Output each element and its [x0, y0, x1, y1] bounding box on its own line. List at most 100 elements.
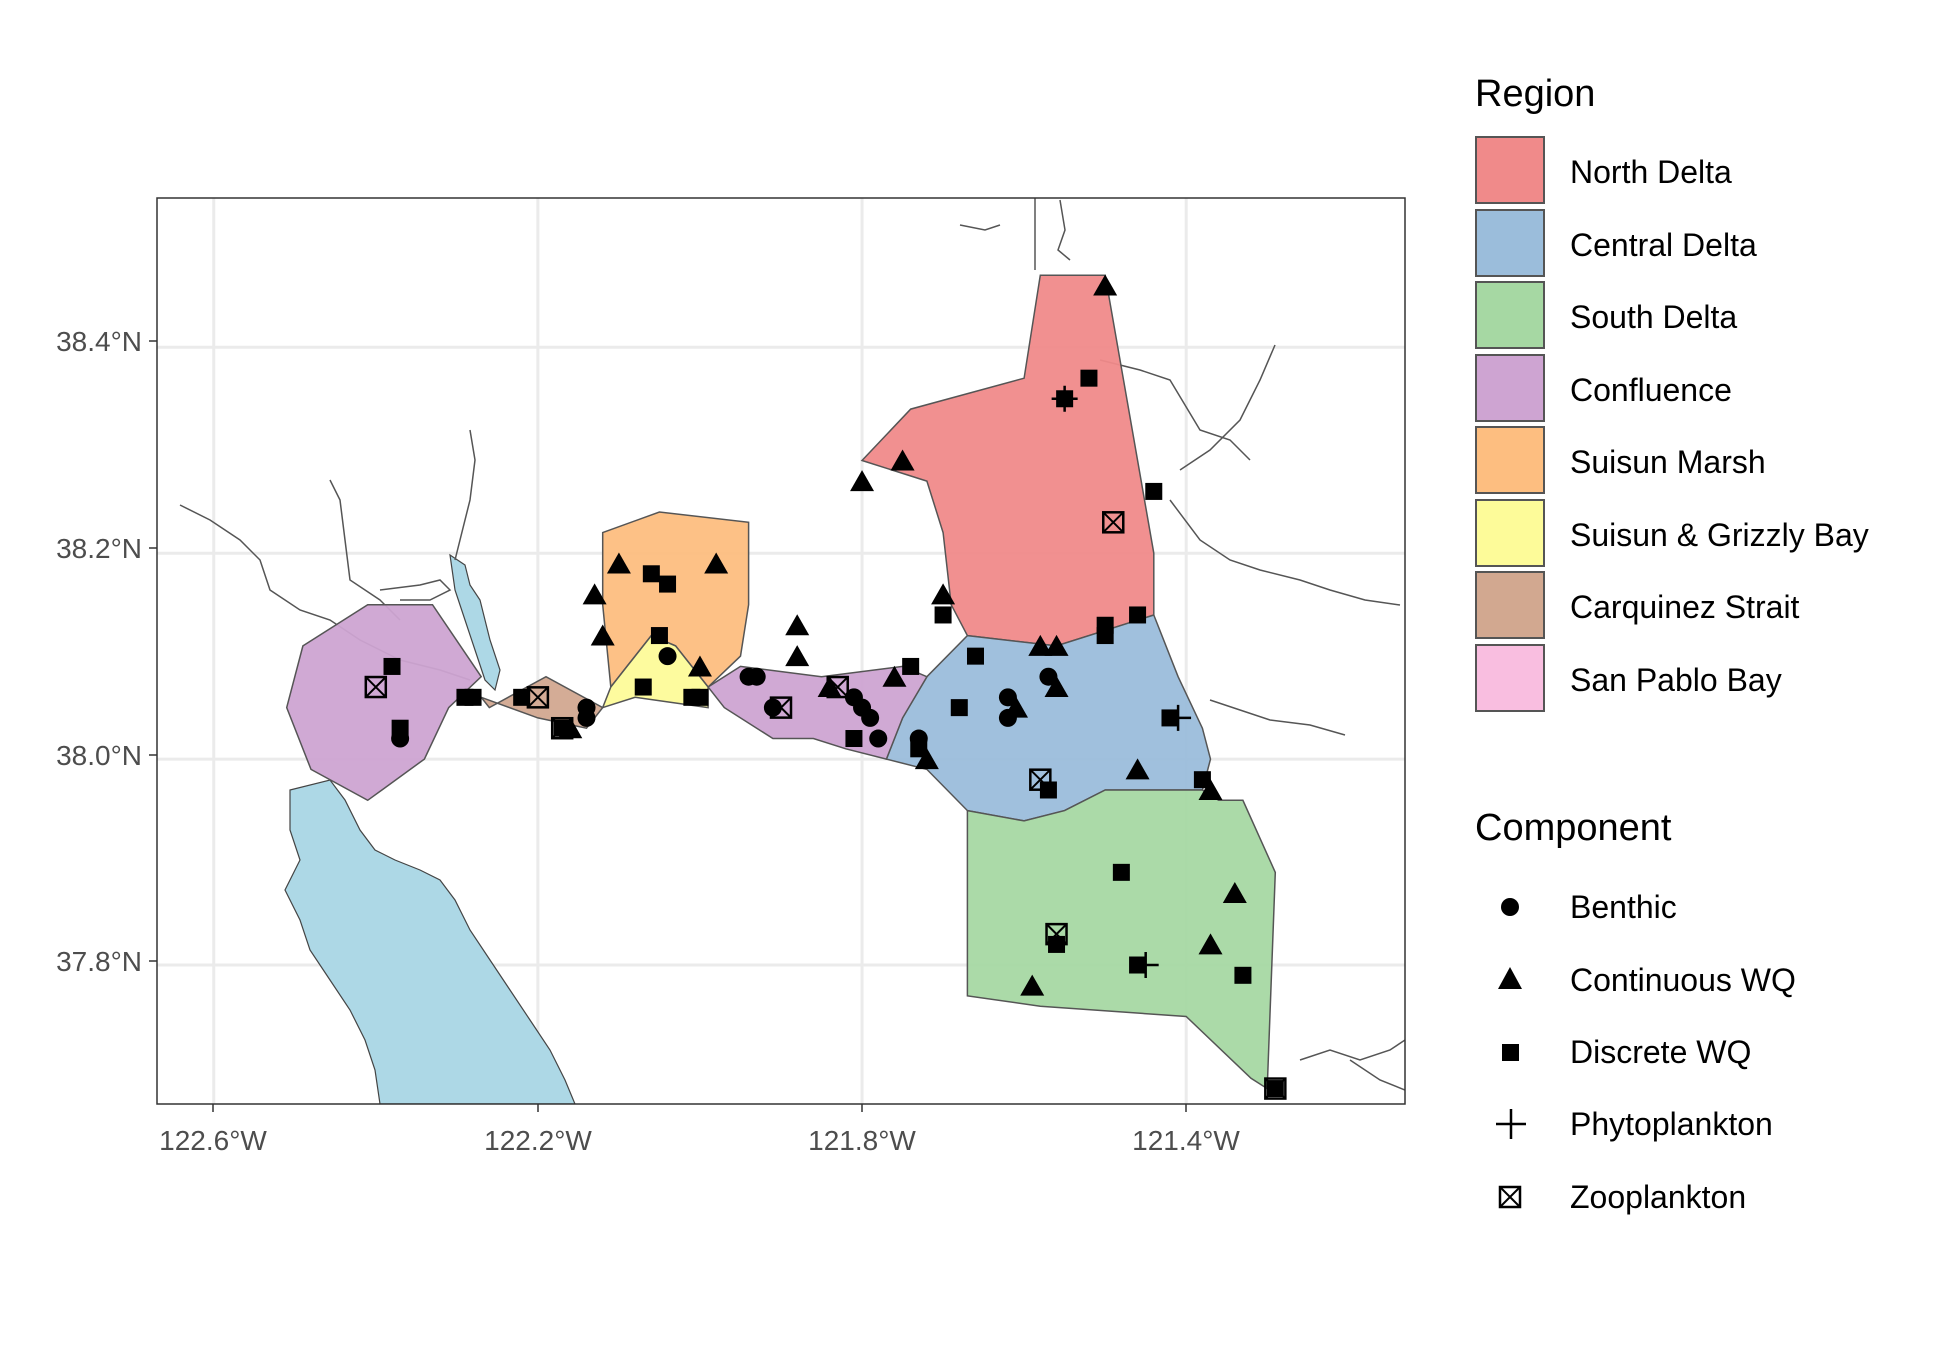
station-continuous-wq — [785, 645, 810, 667]
y-axis: 38.4°N 38.2°N 38.0°N 37.8°N — [56, 326, 157, 977]
legend-item-suisun-grizzly-bay: Suisun & Grizzly Bay — [1475, 499, 1869, 567]
legend-label: Discrete WQ — [1570, 1034, 1751, 1070]
legend-label: North Delta — [1570, 154, 1732, 190]
station-continuous-wq — [1020, 974, 1045, 996]
legend-label: Zooplankton — [1570, 1179, 1746, 1215]
station-discrete-wq — [1048, 935, 1066, 953]
station-discrete-wq — [1112, 863, 1130, 881]
station-discrete-wq — [902, 657, 920, 675]
region-legend: Region North Delta Central Delta South D… — [1475, 73, 1869, 712]
station-phytoplankton — [1051, 385, 1078, 412]
station-continuous-wq — [1198, 933, 1223, 955]
station-discrete-wq — [464, 688, 482, 706]
station-discrete-wq — [1145, 482, 1163, 500]
station-continuous-wq — [1198, 778, 1223, 800]
legend-swatch — [1475, 499, 1545, 567]
legend-item-phytoplankton: Phytoplankton — [1496, 1106, 1773, 1142]
legend-label: Suisun Marsh — [1570, 444, 1766, 480]
legend-item-south-delta: South Delta — [1475, 281, 1737, 349]
bay-water — [284, 779, 576, 1104]
legend-swatch — [1475, 426, 1545, 494]
legend-label: Suisun & Grizzly Bay — [1570, 517, 1869, 553]
region-confluence-west — [285, 603, 483, 802]
legend-label: South Delta — [1570, 299, 1737, 335]
station-markers — [364, 274, 1287, 1100]
station-discrete-wq — [1234, 966, 1252, 984]
station-discrete-wq — [910, 740, 928, 758]
station-benthic — [998, 708, 1017, 727]
legend-swatch — [1475, 644, 1545, 712]
station-discrete-wq — [1039, 781, 1057, 799]
station-zooplankton — [364, 675, 388, 699]
station-discrete-wq — [642, 565, 660, 583]
map-panel — [156, 197, 1406, 1105]
triangle-icon — [1498, 967, 1522, 989]
legend-item-suisun-marsh: Suisun Marsh — [1475, 426, 1766, 494]
legend-label: Confluence — [1570, 372, 1732, 408]
station-benthic — [861, 708, 880, 727]
station-benthic — [1039, 667, 1058, 686]
legend-swatch — [1475, 354, 1545, 422]
legend-swatch — [1475, 136, 1545, 204]
region-suisun-grizzly-bay — [601, 634, 709, 709]
station-continuous-wq — [558, 717, 583, 739]
y-tick-label: 38.4°N — [56, 326, 142, 357]
station-continuous-wq — [1093, 274, 1118, 296]
legend-item-north-delta: North Delta — [1475, 136, 1732, 204]
station-continuous-wq — [687, 655, 712, 677]
station-continuous-wq — [914, 748, 939, 770]
station-continuous-wq — [582, 583, 607, 605]
legend-label: Carquinez Strait — [1570, 589, 1800, 625]
station-discrete-wq — [950, 699, 968, 717]
station-continuous-wq — [817, 676, 842, 698]
station-continuous-wq — [1028, 634, 1053, 656]
plus-icon — [1496, 1109, 1526, 1139]
y-tick-label: 37.8°N — [56, 946, 142, 977]
legend-swatch — [1475, 571, 1545, 639]
region-polygons — [285, 274, 1277, 1090]
boxed-x-icon — [1498, 1185, 1522, 1209]
station-discrete-wq — [659, 575, 677, 593]
station-continuous-wq — [606, 552, 631, 574]
station-discrete-wq — [1080, 369, 1098, 387]
station-continuous-wq — [1044, 676, 1069, 698]
circle-icon — [1501, 898, 1519, 916]
legend-item-zooplankton: Zooplankton — [1498, 1179, 1746, 1215]
panel-border — [156, 197, 1406, 1105]
legend-label: Benthic — [1570, 889, 1677, 925]
legend-label: San Pablo Bay — [1570, 662, 1782, 698]
station-continuous-wq — [785, 614, 810, 636]
legend-swatch — [1475, 209, 1545, 277]
station-benthic — [747, 667, 766, 686]
legend-item-confluence: Confluence — [1475, 354, 1732, 422]
station-phytoplankton — [1165, 704, 1192, 731]
station-benthic — [577, 708, 596, 727]
station-discrete-wq — [1193, 771, 1211, 789]
x-tick-label: 121.4°W — [1132, 1125, 1240, 1156]
square-icon — [1502, 1044, 1519, 1061]
station-benthic — [658, 647, 677, 666]
component-legend: Component Benthic Continuous WQ Discrete… — [1475, 807, 1796, 1215]
legend-label: Central Delta — [1570, 227, 1757, 263]
legend-label: Continuous WQ — [1570, 962, 1796, 998]
napa-river-water — [449, 553, 501, 692]
station-discrete-wq — [845, 730, 863, 748]
legend-item-continuous-wq: Continuous WQ — [1498, 962, 1796, 998]
station-continuous-wq — [1044, 634, 1069, 656]
x-tick-label: 121.8°W — [808, 1125, 916, 1156]
station-zooplankton — [526, 686, 550, 709]
x-tick-label: 122.6°W — [159, 1125, 267, 1156]
station-continuous-wq — [931, 583, 956, 605]
station-benthic — [391, 729, 410, 748]
legend-item-benthic: Benthic — [1501, 889, 1677, 925]
station-continuous-wq — [590, 624, 615, 646]
station-continuous-wq — [1125, 758, 1150, 780]
legend-item-discrete-wq: Discrete WQ — [1502, 1034, 1751, 1070]
station-continuous-wq — [704, 552, 729, 574]
station-zooplankton — [769, 696, 793, 719]
station-discrete-wq — [650, 627, 668, 645]
station-zooplankton — [550, 716, 574, 740]
x-tick-label: 122.2°W — [484, 1125, 592, 1156]
y-tick-label: 38.0°N — [56, 740, 142, 771]
